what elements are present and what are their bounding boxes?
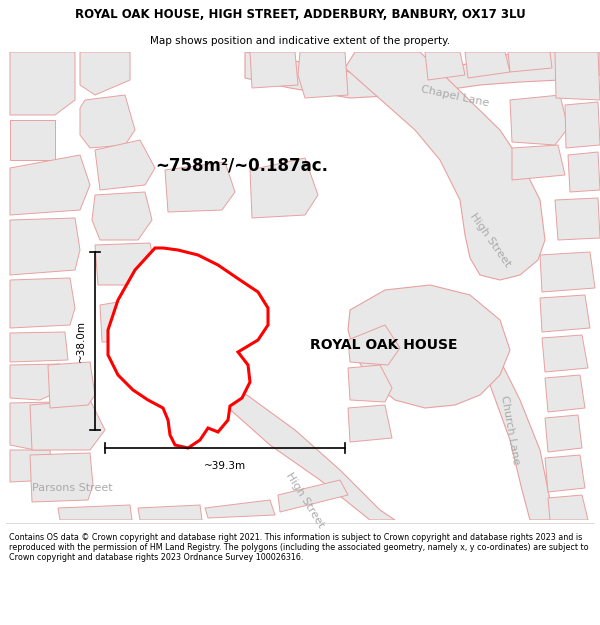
Polygon shape [555, 198, 600, 240]
Polygon shape [348, 285, 510, 408]
Polygon shape [165, 162, 235, 212]
Polygon shape [425, 52, 465, 80]
Polygon shape [250, 158, 318, 218]
Polygon shape [10, 402, 58, 450]
Polygon shape [565, 102, 600, 148]
Text: ~758m²/~0.187ac.: ~758m²/~0.187ac. [155, 156, 328, 174]
Polygon shape [108, 248, 268, 448]
Text: High Street: High Street [468, 211, 512, 269]
Polygon shape [58, 505, 132, 520]
Polygon shape [10, 332, 68, 362]
Polygon shape [80, 52, 130, 95]
Polygon shape [10, 364, 62, 400]
Polygon shape [80, 95, 135, 148]
Polygon shape [200, 390, 395, 520]
Polygon shape [348, 405, 392, 442]
Polygon shape [205, 500, 275, 518]
Polygon shape [100, 300, 140, 342]
Polygon shape [30, 453, 93, 502]
Polygon shape [545, 415, 582, 452]
Polygon shape [95, 140, 155, 190]
Text: ~38.0m: ~38.0m [76, 320, 86, 362]
Polygon shape [10, 120, 55, 160]
Text: Contains OS data © Crown copyright and database right 2021. This information is : Contains OS data © Crown copyright and d… [9, 532, 589, 562]
Text: ROYAL OAK HOUSE, HIGH STREET, ADDERBURY, BANBURY, OX17 3LU: ROYAL OAK HOUSE, HIGH STREET, ADDERBURY,… [74, 8, 526, 21]
Polygon shape [138, 505, 202, 520]
Text: Church Lane: Church Lane [499, 394, 521, 466]
Polygon shape [95, 243, 155, 285]
Polygon shape [10, 450, 52, 482]
Text: Chapel Lane: Chapel Lane [420, 84, 490, 108]
Polygon shape [10, 155, 90, 215]
Polygon shape [542, 335, 588, 372]
Polygon shape [348, 365, 392, 402]
Polygon shape [10, 218, 80, 275]
Text: ROYAL OAK HOUSE: ROYAL OAK HOUSE [310, 338, 458, 352]
Polygon shape [10, 52, 75, 115]
Polygon shape [10, 278, 75, 328]
Polygon shape [545, 375, 585, 412]
Polygon shape [555, 52, 600, 100]
Polygon shape [48, 362, 95, 408]
Polygon shape [345, 52, 545, 280]
Polygon shape [30, 400, 105, 450]
Polygon shape [245, 52, 600, 98]
Polygon shape [465, 52, 510, 78]
Polygon shape [508, 52, 552, 72]
Text: ~39.3m: ~39.3m [204, 461, 246, 471]
Polygon shape [92, 192, 152, 240]
Polygon shape [568, 152, 600, 192]
Polygon shape [512, 145, 565, 180]
Polygon shape [540, 252, 595, 292]
Text: Parsons Street: Parsons Street [32, 483, 112, 493]
Polygon shape [548, 495, 588, 520]
Polygon shape [545, 455, 585, 492]
Polygon shape [510, 95, 568, 145]
Polygon shape [380, 315, 555, 520]
Polygon shape [540, 295, 590, 332]
Polygon shape [348, 325, 400, 365]
Text: Map shows position and indicative extent of the property.: Map shows position and indicative extent… [150, 36, 450, 46]
Text: High Street: High Street [284, 471, 326, 529]
Polygon shape [250, 52, 298, 88]
Polygon shape [298, 52, 348, 98]
Polygon shape [278, 480, 348, 512]
